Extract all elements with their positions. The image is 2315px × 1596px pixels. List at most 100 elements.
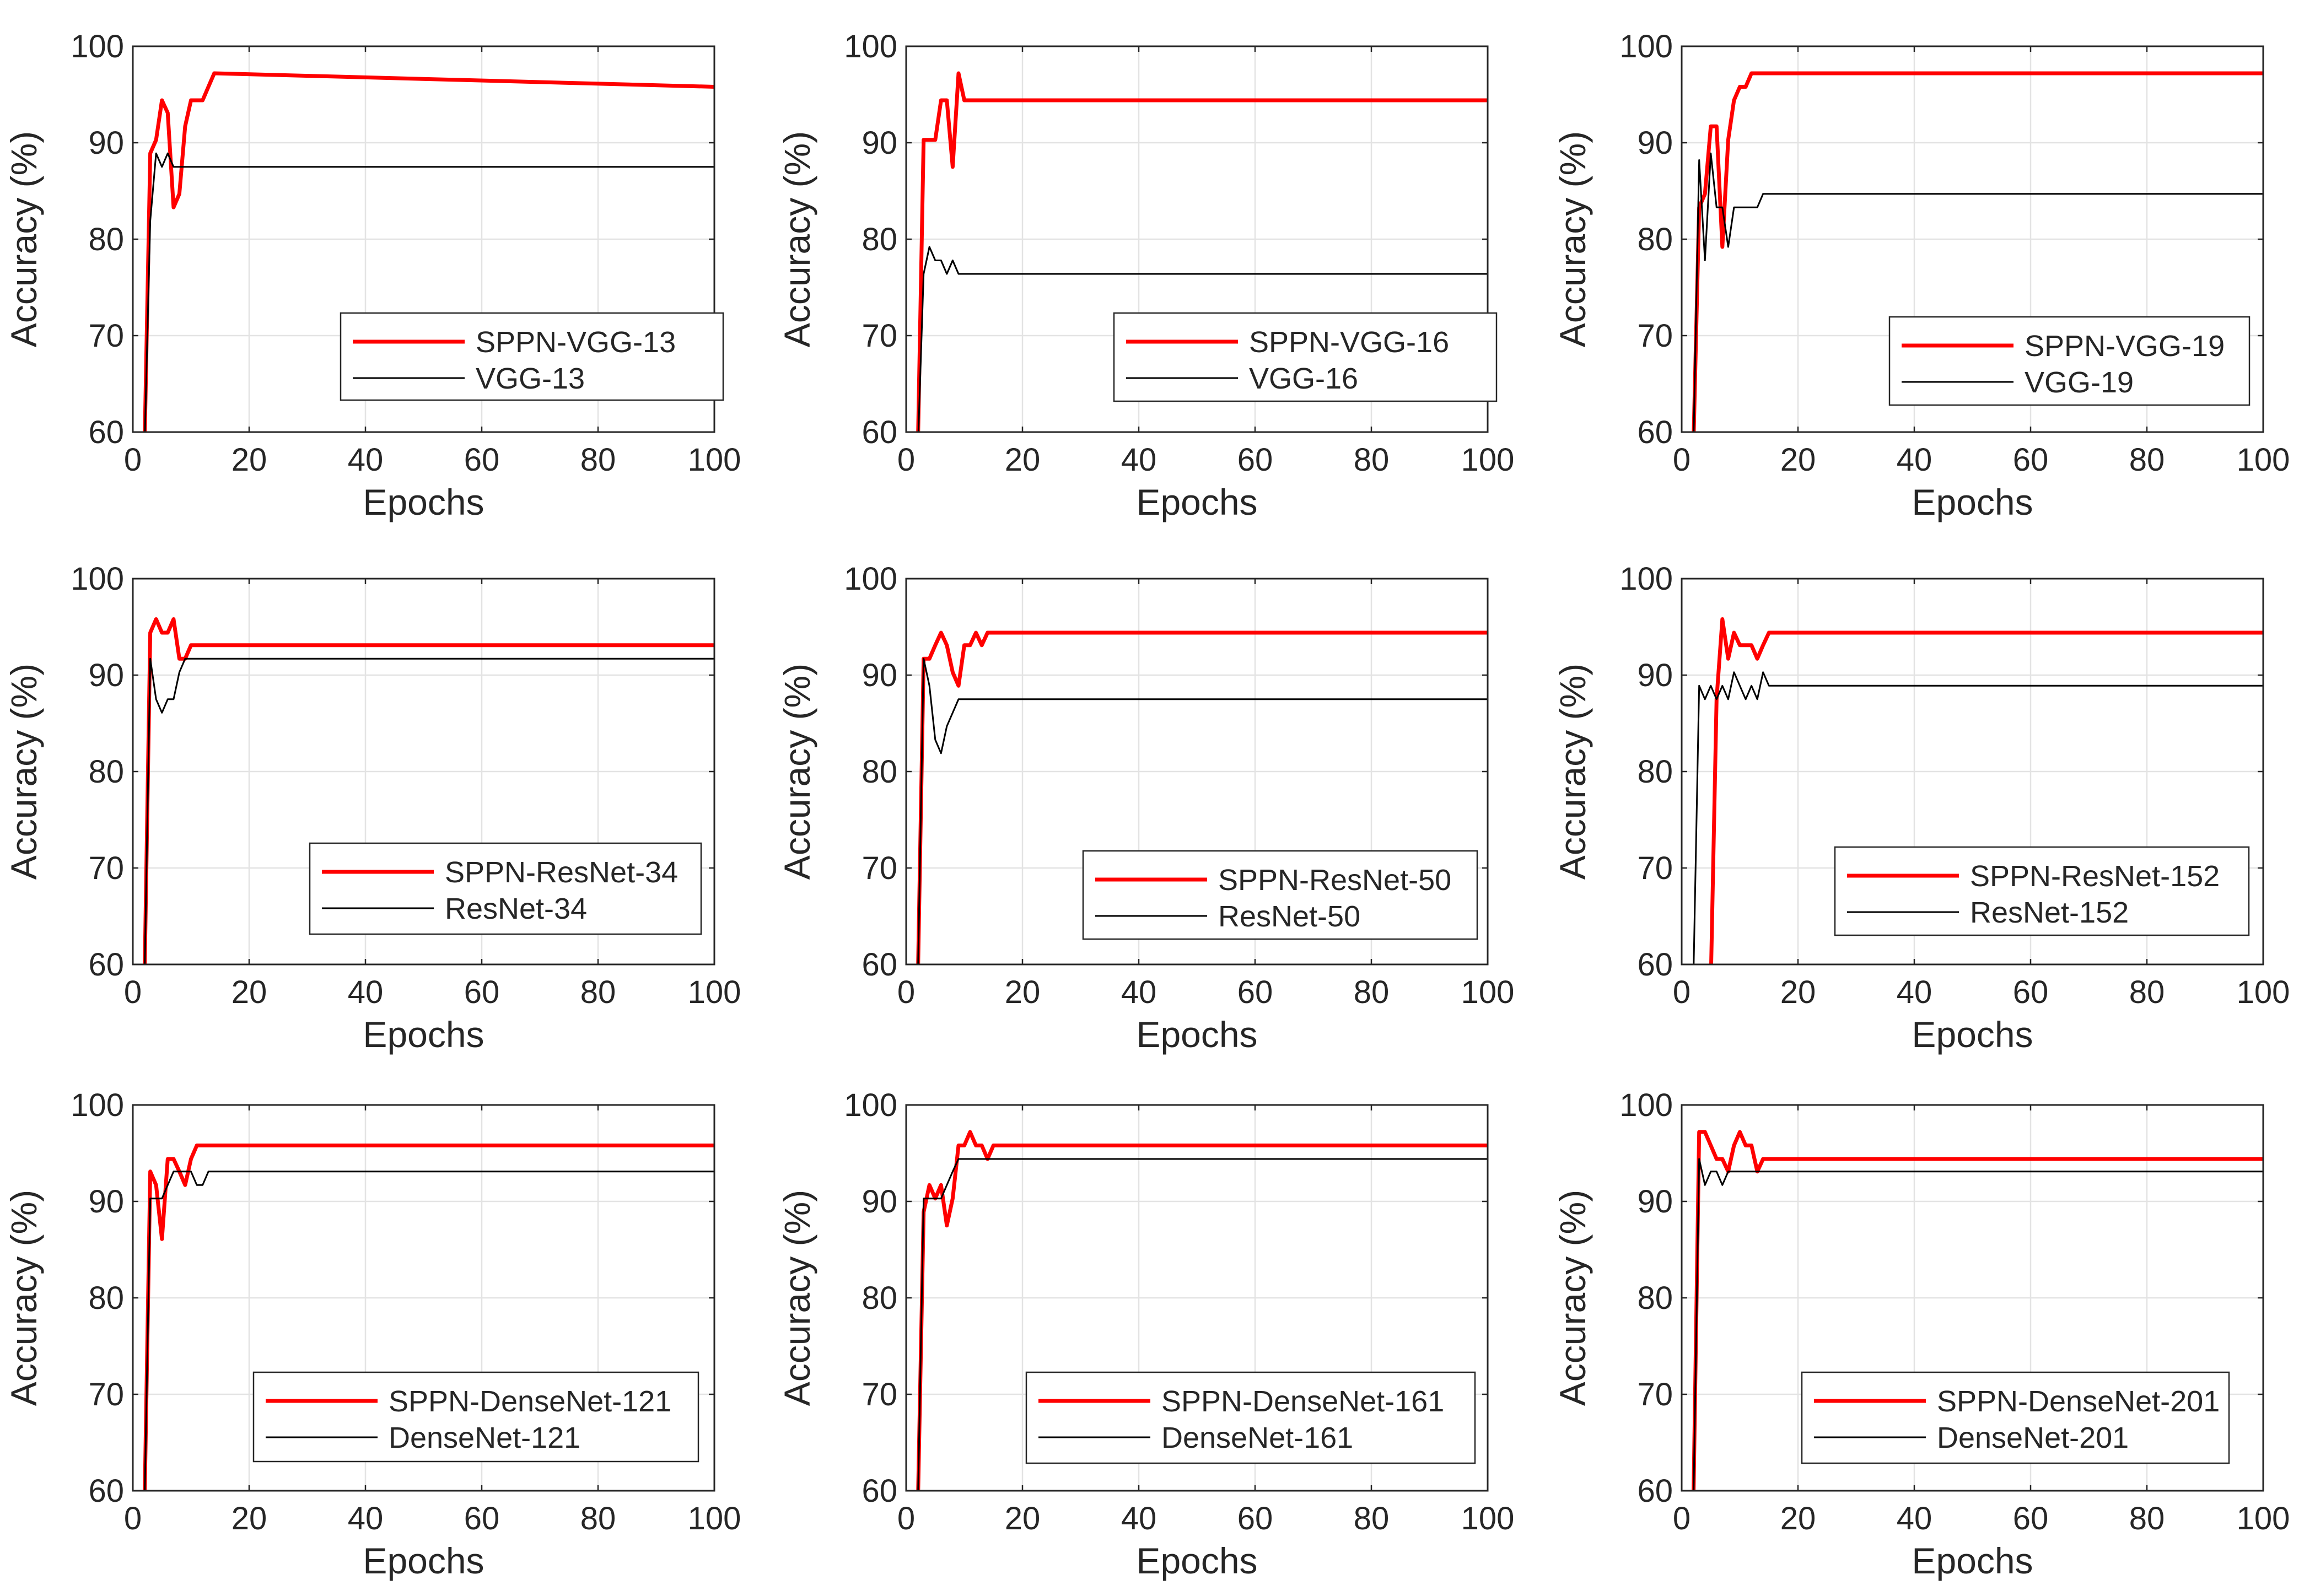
legend-box [252, 1371, 699, 1463]
y-tick-label: 80 [1637, 754, 1673, 790]
series-line-baseline [144, 657, 714, 964]
x-tick-label: 80 [1354, 442, 1390, 478]
legend-box [309, 842, 702, 935]
y-tick-label: 70 [862, 318, 897, 354]
chart-panel-9: 0 20 40 60 80 100 60 70 80 90 100 Epochs Accuracy (%… [1552, 1087, 2290, 1581]
x-tick-label: 40 [1121, 974, 1157, 1010]
y-tick-label: 100 [71, 29, 124, 64]
y-tick-label: 100 [844, 561, 897, 597]
x-axis-label: Epochs [1912, 1540, 2033, 1581]
legend-box [1025, 1371, 1476, 1464]
y-tick-label: 60 [88, 947, 124, 983]
x-axis-label: Epochs [1136, 1540, 1257, 1581]
x-tick-label: 60 [2013, 974, 2049, 1010]
legend-entry: SPPN-DenseNet-121 [389, 1385, 671, 1418]
legend-box [340, 312, 724, 401]
x-tick-label: 0 [897, 442, 915, 478]
series-line-sppn [1709, 617, 2263, 964]
y-tick-label: 70 [862, 1377, 897, 1412]
x-tick-label: 100 [1461, 442, 1515, 478]
series-group [916, 630, 1488, 964]
legend-entry: DenseNet-161 [1161, 1421, 1353, 1454]
series-line-baseline [1693, 152, 2263, 432]
x-tick-label: 20 [1005, 442, 1041, 478]
x-tick-label: 0 [124, 1501, 142, 1536]
x-tick-label: 60 [2013, 442, 2049, 478]
legend-box [1834, 846, 2250, 936]
x-axis-label: Epochs [1912, 482, 2033, 522]
series-line-sppn [916, 71, 1488, 432]
chart-panel-1: 0 20 40 60 80 100 60 70 80 90 100 Epochs Accuracy (%… [3, 29, 741, 522]
series-line-baseline [1693, 1158, 2263, 1491]
legend-entry: VGG-13 [476, 362, 585, 395]
y-tick-label: 70 [1637, 850, 1673, 886]
y-tick-label: 100 [71, 561, 124, 597]
y-tick-label: 100 [1619, 1087, 1673, 1123]
y-tick-label: 70 [88, 850, 124, 886]
x-tick-label: 0 [124, 974, 142, 1010]
y-tick-label: 90 [862, 657, 897, 693]
y-tick-label: 60 [88, 1473, 124, 1509]
y-tick-label: 90 [1637, 125, 1673, 161]
x-tick-label: 40 [1121, 1501, 1157, 1536]
x-tick-label: 100 [2237, 974, 2290, 1010]
x-tick-label: 80 [2129, 442, 2165, 478]
series-group [143, 1144, 714, 1491]
y-axis-label: Accuracy (%) [777, 1190, 817, 1406]
series-group [916, 71, 1488, 432]
y-tick-label: 90 [862, 1184, 897, 1220]
legend-entry: SPPN-ResNet-34 [445, 856, 678, 889]
y-axis-label: Accuracy (%) [777, 664, 817, 880]
y-tick-label: 80 [862, 222, 897, 257]
y-axis-label: Accuracy (%) [1552, 1190, 1593, 1406]
x-tick-label: 40 [348, 1501, 384, 1536]
series-line-baseline [1693, 671, 2263, 964]
x-tick-label: 20 [1780, 974, 1816, 1010]
legend-entry: SPPN-ResNet-152 [1970, 860, 2220, 893]
x-tick-label: 100 [1461, 974, 1515, 1010]
y-axis-label: Accuracy (%) [1552, 131, 1593, 347]
y-axis-label: Accuracy (%) [1552, 664, 1593, 880]
x-tick-label: 0 [1673, 974, 1691, 1010]
y-tick-label: 80 [862, 1280, 897, 1316]
legend-entry: VGG-16 [1249, 362, 1358, 395]
y-tick-label: 60 [1637, 1473, 1673, 1509]
y-tick-label: 70 [1637, 318, 1673, 354]
series-line-sppn [1692, 1130, 2263, 1491]
chart-panel-6: 0 20 40 60 80 100 60 70 80 90 100 Epochs Accuracy (%… [1552, 561, 2290, 1055]
y-tick-label: 60 [862, 1473, 897, 1509]
x-tick-label: 20 [1780, 442, 1816, 478]
y-axis-label: Accuracy (%) [777, 131, 817, 347]
legend-entry: ResNet-152 [1970, 896, 2129, 929]
x-tick-label: 40 [348, 974, 384, 1010]
x-tick-label: 80 [580, 1501, 616, 1536]
x-tick-label: 20 [232, 442, 267, 478]
y-tick-label: 90 [88, 1184, 124, 1220]
x-tick-label: 20 [232, 974, 267, 1010]
x-tick-label: 100 [1461, 1501, 1515, 1536]
chart-panel-8: 0 20 40 60 80 100 60 70 80 90 100 Epochs Accuracy (%… [777, 1087, 1514, 1581]
legend-entry: SPPN-DenseNet-161 [1161, 1385, 1444, 1418]
y-axis-label: Accuracy (%) [3, 664, 44, 880]
legend-entry: ResNet-34 [445, 892, 587, 925]
y-tick-label: 80 [1637, 222, 1673, 257]
x-tick-label: 60 [1237, 442, 1273, 478]
x-tick-label: 80 [580, 974, 616, 1010]
y-tick-label: 60 [862, 947, 897, 983]
chart-panel-5: 0 20 40 60 80 100 60 70 80 90 100 Epochs Accuracy (%… [777, 561, 1514, 1055]
y-tick-label: 100 [71, 1087, 124, 1123]
series-line-baseline [917, 246, 1488, 432]
y-tick-label: 100 [844, 1087, 897, 1123]
x-tick-label: 60 [1237, 1501, 1273, 1536]
y-tick-label: 90 [88, 125, 124, 161]
x-axis-label: Epochs [1136, 482, 1257, 522]
x-tick-label: 0 [897, 974, 915, 1010]
x-tick-label: 80 [2129, 1501, 2165, 1536]
y-axis-label: Accuracy (%) [3, 1190, 44, 1406]
series-line-baseline [917, 1158, 1488, 1491]
